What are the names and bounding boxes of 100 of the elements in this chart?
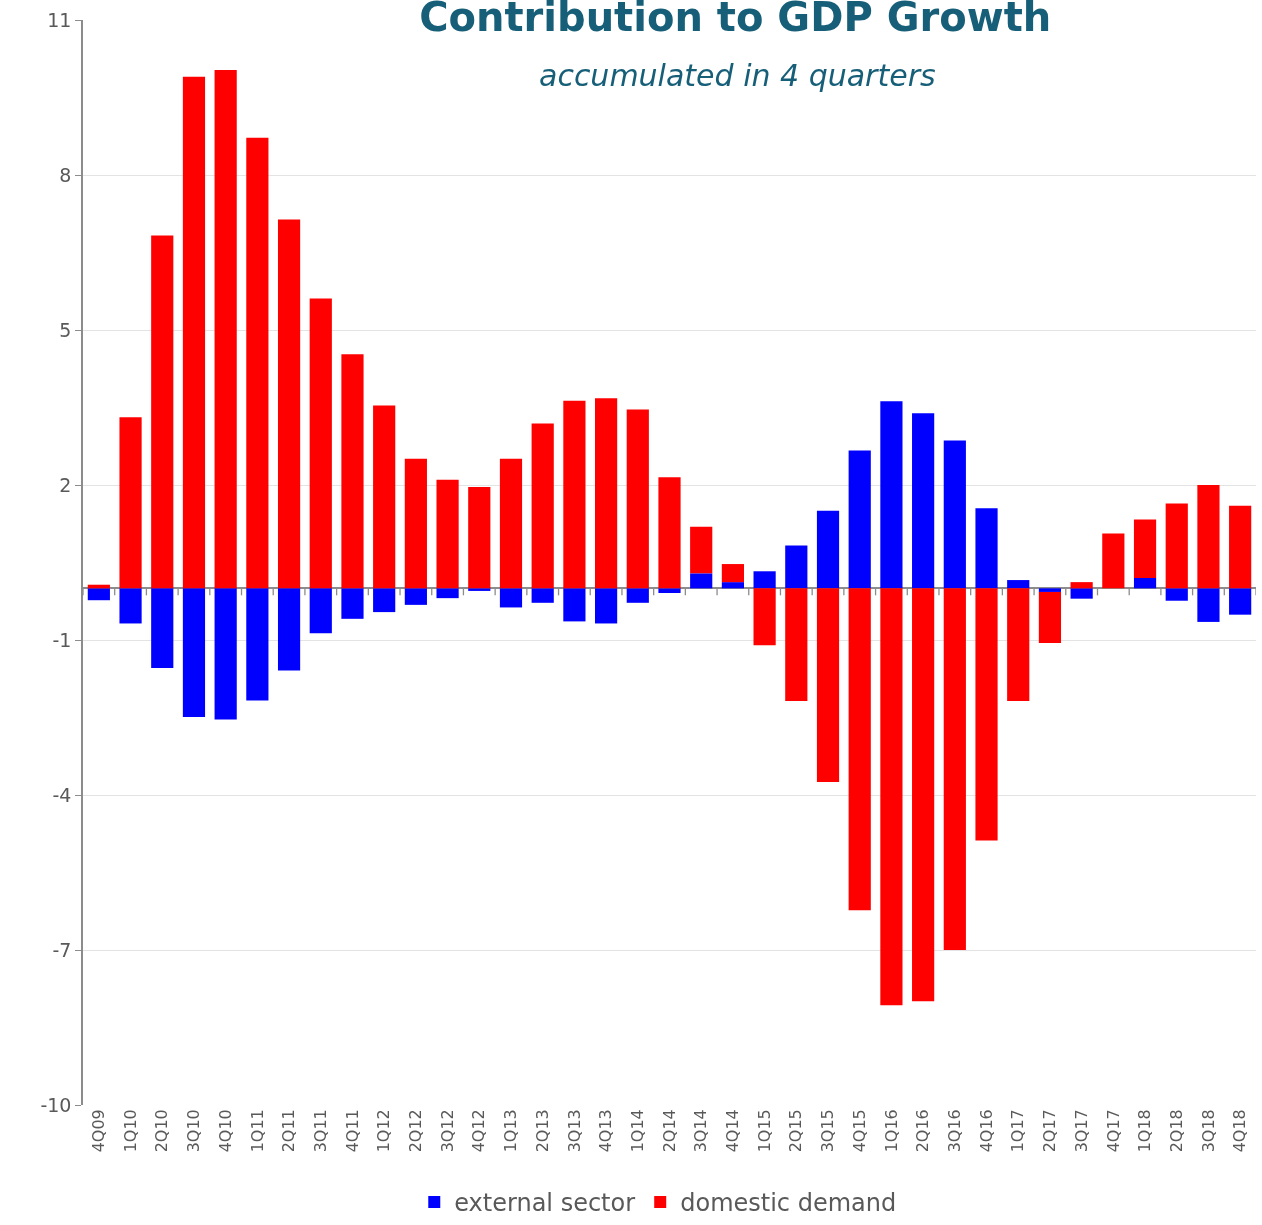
x-tick-label: 1Q13 <box>501 1109 521 1153</box>
bar <box>309 588 332 634</box>
x-tick-label: 4Q17 <box>1103 1109 1123 1153</box>
bar <box>1165 503 1188 589</box>
bar <box>373 405 396 589</box>
y-tick-label: 5 <box>59 318 72 341</box>
bar <box>1038 588 1062 592</box>
x-tick-label: 1Q14 <box>628 1109 647 1153</box>
bar <box>1070 588 1093 599</box>
bar <box>277 588 301 671</box>
bar <box>721 582 744 589</box>
bar <box>436 479 459 589</box>
bar <box>277 219 301 589</box>
bar <box>816 510 840 589</box>
bar <box>626 588 649 603</box>
x-tick-label: 2Q18 <box>1166 1109 1186 1153</box>
x-tick-label: 4Q11 <box>342 1109 362 1153</box>
bar <box>373 588 396 613</box>
bar <box>151 235 174 589</box>
x-tick-label: 4Q13 <box>596 1109 616 1153</box>
bar <box>563 400 586 589</box>
bar <box>499 588 523 608</box>
bar <box>436 588 459 599</box>
x-tick-label: 4Q15 <box>849 1109 869 1153</box>
bar <box>341 588 364 619</box>
x-tick-label: 4Q09 <box>89 1109 109 1153</box>
bar <box>214 70 237 589</box>
x-tick-label: 2Q14 <box>659 1109 679 1153</box>
bar <box>468 487 491 589</box>
bar <box>1070 582 1093 589</box>
bar <box>404 458 427 589</box>
bar <box>626 409 649 589</box>
y-tick-label: -4 <box>52 783 72 806</box>
bar <box>151 588 174 668</box>
x-tick-label: 3Q12 <box>437 1109 457 1153</box>
bar <box>753 588 776 646</box>
bar <box>658 588 681 593</box>
bar <box>246 137 269 589</box>
bar <box>658 477 681 589</box>
x-tick-label: 1Q18 <box>1135 1109 1155 1153</box>
x-tick-label: 3Q18 <box>1198 1109 1218 1153</box>
bar <box>943 588 966 950</box>
bar <box>1007 580 1030 589</box>
y-tick-label: -7 <box>52 938 72 961</box>
bar <box>1197 588 1220 622</box>
bar <box>1229 588 1252 615</box>
x-tick-label: 2Q16 <box>913 1109 933 1153</box>
x-tick-label: 4Q16 <box>976 1109 996 1153</box>
x-tick-label: 3Q14 <box>691 1109 711 1153</box>
bar <box>1197 485 1220 589</box>
bar <box>943 440 966 589</box>
bar <box>690 526 713 574</box>
y-tick-label: 2 <box>59 473 72 496</box>
x-tick-label: 2Q12 <box>406 1109 426 1153</box>
bar <box>816 588 840 783</box>
x-tick-label: 1Q11 <box>247 1109 267 1153</box>
bar <box>309 298 332 589</box>
bar <box>595 588 618 624</box>
y-tick-label: 8 <box>59 163 72 186</box>
x-tick-label: 2Q10 <box>152 1109 172 1153</box>
bar <box>1102 533 1125 589</box>
bar <box>975 508 998 589</box>
legend-label: domestic demand <box>680 1189 897 1218</box>
x-tick-label: 1Q12 <box>374 1109 394 1153</box>
bar <box>595 398 618 589</box>
bar <box>848 588 871 911</box>
bar <box>87 588 110 601</box>
bar <box>785 588 808 701</box>
bar <box>563 588 586 622</box>
bar <box>1038 591 1062 644</box>
x-tick-label: 4Q12 <box>469 1109 489 1153</box>
x-tick-label: 1Q16 <box>881 1109 901 1153</box>
bar <box>1229 505 1252 589</box>
x-tick-label: 3Q13 <box>564 1109 584 1153</box>
x-tick-label: 2Q13 <box>532 1109 552 1153</box>
bar <box>531 588 554 603</box>
bar <box>753 571 776 589</box>
x-tick-label: 1Q15 <box>754 1109 774 1153</box>
bar <box>1133 519 1157 578</box>
x-tick-label: 3Q10 <box>184 1109 204 1153</box>
bar <box>912 413 935 589</box>
bar <box>1133 578 1157 589</box>
x-tick-label: 1Q17 <box>1008 1109 1028 1153</box>
x-tick-label: 1Q10 <box>120 1109 140 1153</box>
x-tick-label: 2Q17 <box>1040 1109 1060 1153</box>
bar <box>182 588 206 717</box>
bar <box>912 588 935 1002</box>
x-tick-label: 3Q17 <box>1071 1109 1091 1153</box>
bar <box>848 450 871 589</box>
bar <box>119 588 142 624</box>
bar <box>975 588 998 841</box>
x-tick-label: 3Q11 <box>310 1109 330 1153</box>
x-tick-label: 2Q15 <box>786 1109 806 1153</box>
bar <box>119 417 142 589</box>
x-tick-label: 4Q14 <box>723 1109 743 1153</box>
bar <box>690 573 713 589</box>
y-tick-label: 11 <box>47 8 72 31</box>
bar <box>1007 588 1030 701</box>
x-tick-label: 3Q16 <box>945 1109 965 1153</box>
bar <box>1165 588 1188 601</box>
